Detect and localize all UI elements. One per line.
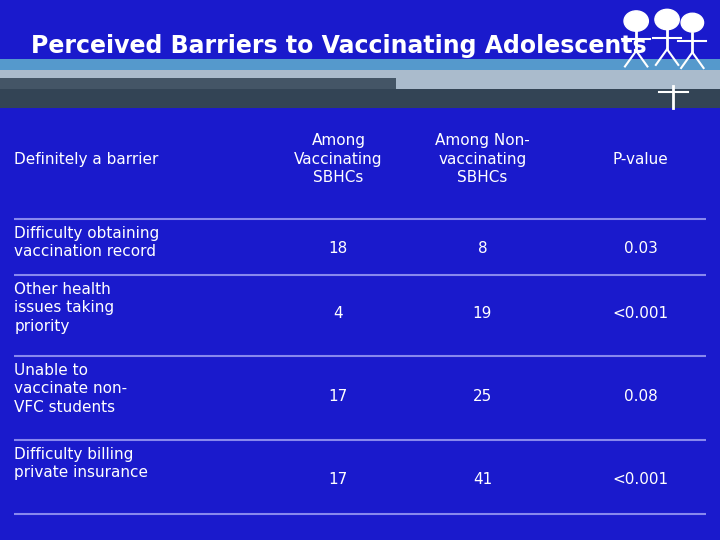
FancyBboxPatch shape [0, 0, 720, 108]
Text: Other health
issues taking
priority: Other health issues taking priority [14, 282, 114, 334]
Text: 17: 17 [329, 472, 348, 487]
Text: Unable to
vaccinate non-
VFC students: Unable to vaccinate non- VFC students [14, 363, 127, 415]
Text: Definitely a barrier: Definitely a barrier [14, 152, 159, 167]
Text: Among
Vaccinating
SBHCs: Among Vaccinating SBHCs [294, 133, 382, 185]
Circle shape [681, 13, 703, 32]
Text: Perceived Barriers to Vaccinating Adolescents: Perceived Barriers to Vaccinating Adoles… [30, 34, 647, 58]
Text: 8: 8 [477, 241, 487, 256]
Text: P-value: P-value [613, 152, 669, 167]
Text: 17: 17 [329, 389, 348, 404]
Text: <0.001: <0.001 [613, 306, 669, 321]
FancyBboxPatch shape [0, 89, 720, 108]
Text: <0.001: <0.001 [613, 472, 669, 487]
Text: Difficulty billing
private insurance: Difficulty billing private insurance [14, 447, 148, 480]
Text: 18: 18 [329, 241, 348, 256]
Text: Difficulty obtaining
vaccination record: Difficulty obtaining vaccination record [14, 226, 160, 259]
Text: 4: 4 [333, 306, 343, 321]
Circle shape [655, 9, 679, 30]
Circle shape [624, 11, 649, 31]
FancyBboxPatch shape [0, 70, 720, 92]
Text: 19: 19 [473, 306, 492, 321]
FancyBboxPatch shape [0, 78, 396, 108]
FancyBboxPatch shape [0, 59, 720, 108]
Text: 41: 41 [473, 472, 492, 487]
FancyBboxPatch shape [0, 108, 720, 540]
Text: 0.03: 0.03 [624, 241, 658, 256]
Text: 25: 25 [473, 389, 492, 404]
Text: Among Non-
vaccinating
SBHCs: Among Non- vaccinating SBHCs [435, 133, 530, 185]
Text: 0.08: 0.08 [624, 389, 657, 404]
